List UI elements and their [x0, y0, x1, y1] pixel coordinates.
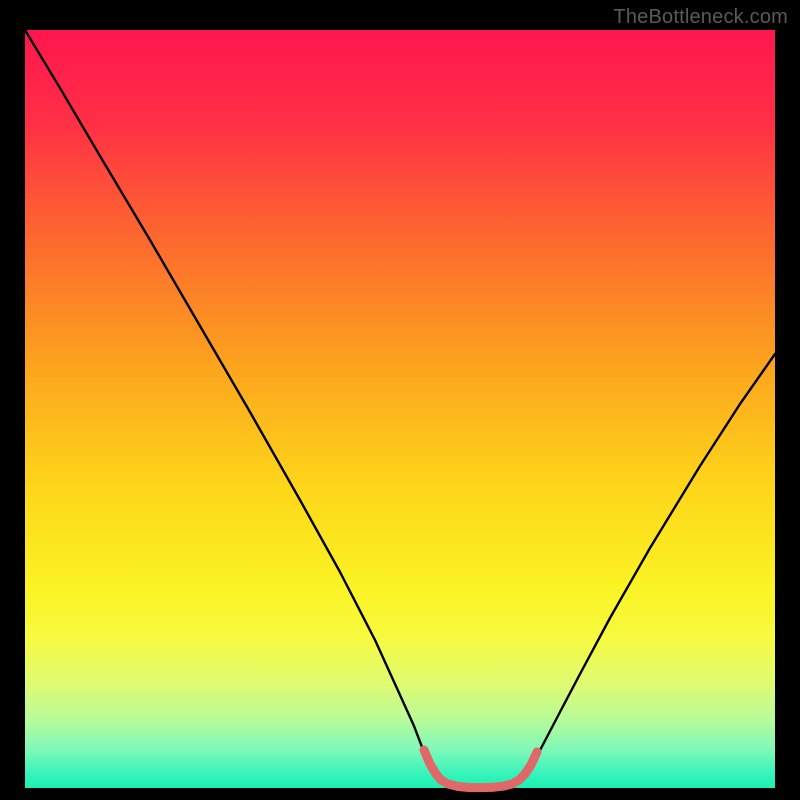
- chart-svg: [0, 0, 800, 800]
- bottleneck-chart: TheBottleneck.com: [0, 0, 800, 800]
- chart-gradient-background: [25, 30, 775, 788]
